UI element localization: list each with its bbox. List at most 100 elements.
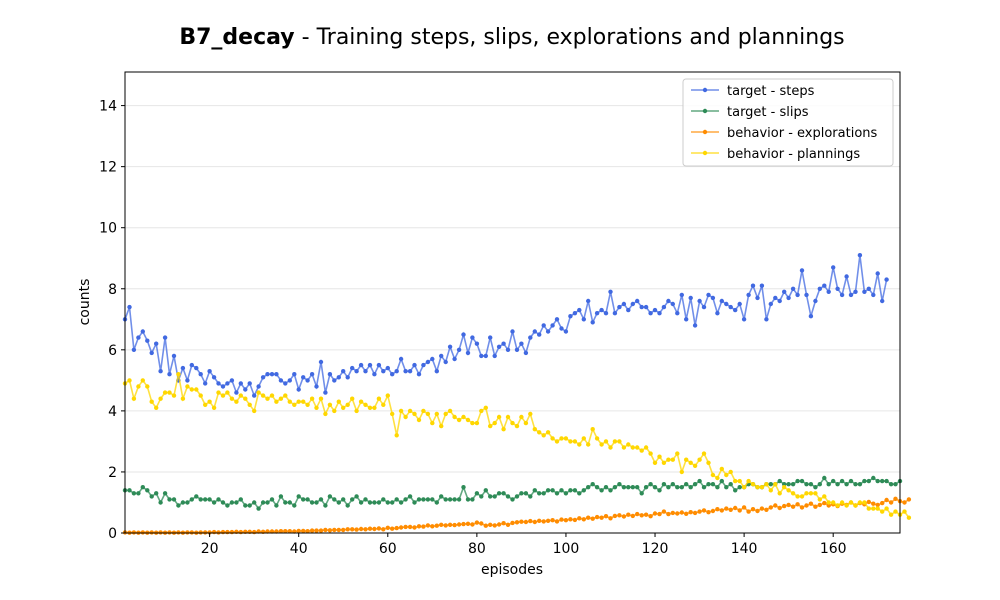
data-point — [403, 524, 408, 530]
data-point — [394, 525, 399, 531]
data-point — [488, 423, 493, 429]
data-point — [305, 378, 310, 383]
data-point — [149, 399, 154, 404]
data-point — [145, 338, 150, 343]
data-point — [768, 505, 773, 510]
data-point — [822, 500, 827, 506]
data-point — [287, 529, 292, 534]
data-point — [501, 491, 506, 496]
data-point — [626, 442, 631, 447]
data-point — [893, 509, 898, 514]
data-point — [799, 478, 805, 484]
data-point — [706, 292, 711, 298]
data-point — [332, 408, 337, 414]
data-point — [773, 503, 778, 508]
data-point — [617, 482, 622, 487]
data-point — [719, 478, 724, 484]
data-point — [795, 502, 800, 507]
data-point — [474, 420, 480, 426]
data-point — [612, 513, 618, 519]
data-point — [808, 482, 814, 487]
data-point — [835, 503, 840, 508]
data-point — [372, 405, 377, 410]
data-point — [514, 347, 520, 352]
data-point — [871, 506, 876, 511]
data-point — [799, 268, 805, 273]
series-line — [124, 497, 910, 534]
data-point — [345, 527, 350, 532]
data-point — [430, 420, 435, 426]
series-1 — [122, 475, 903, 511]
data-point — [657, 488, 662, 493]
data-point — [715, 311, 720, 316]
data-point — [332, 378, 337, 383]
data-point — [185, 530, 190, 535]
data-point — [194, 494, 199, 499]
data-point — [572, 517, 578, 523]
data-point — [710, 472, 716, 478]
data-point — [666, 298, 671, 304]
data-point — [563, 491, 569, 496]
data-point — [167, 530, 172, 535]
data-point — [390, 526, 395, 531]
data-point — [661, 304, 667, 310]
data-point — [643, 512, 649, 517]
legend-label: behavior - plannings — [727, 147, 860, 162]
data-point — [514, 423, 520, 429]
data-point — [737, 301, 742, 307]
series-3 — [122, 372, 912, 520]
data-point — [283, 529, 288, 534]
data-point — [782, 485, 787, 490]
data-point — [336, 375, 341, 380]
data-point — [764, 482, 769, 487]
data-point — [563, 329, 569, 334]
data-point — [545, 329, 551, 334]
data-point — [586, 515, 591, 520]
data-point — [853, 289, 858, 294]
legend-marker — [702, 129, 708, 135]
x-axis-label: episodes — [481, 562, 543, 578]
data-point — [626, 307, 631, 313]
data-point — [483, 488, 488, 493]
data-point — [345, 503, 350, 508]
data-point — [269, 372, 275, 377]
data-point — [777, 505, 782, 511]
data-point — [541, 491, 546, 496]
data-point — [764, 507, 769, 512]
data-point — [131, 396, 137, 401]
data-point — [603, 311, 609, 316]
data-point — [367, 500, 373, 505]
data-point — [804, 503, 809, 508]
data-point — [577, 516, 582, 521]
data-point — [158, 530, 163, 535]
data-point — [189, 387, 194, 392]
data-point — [733, 505, 738, 511]
data-point — [185, 500, 190, 505]
data-point — [243, 396, 248, 401]
data-point — [808, 314, 814, 319]
data-point — [594, 514, 600, 520]
data-point — [733, 478, 738, 484]
data-point — [372, 372, 377, 377]
data-point — [416, 497, 422, 502]
data-point — [715, 485, 720, 490]
data-point — [185, 378, 190, 383]
data-point — [430, 356, 435, 362]
data-point — [839, 292, 845, 298]
data-point — [225, 529, 230, 535]
data-point — [385, 393, 390, 398]
data-point — [318, 497, 324, 502]
data-point — [243, 387, 248, 392]
data-point — [599, 515, 604, 520]
data-point — [817, 502, 822, 508]
y-tick-label: 8 — [108, 282, 117, 298]
data-point — [176, 530, 181, 535]
data-point — [305, 402, 310, 407]
data-point — [345, 402, 350, 407]
data-point — [710, 482, 716, 487]
data-point — [452, 497, 457, 502]
data-point — [826, 500, 831, 505]
data-point — [465, 521, 471, 526]
data-point — [532, 427, 537, 432]
data-point — [376, 526, 382, 531]
